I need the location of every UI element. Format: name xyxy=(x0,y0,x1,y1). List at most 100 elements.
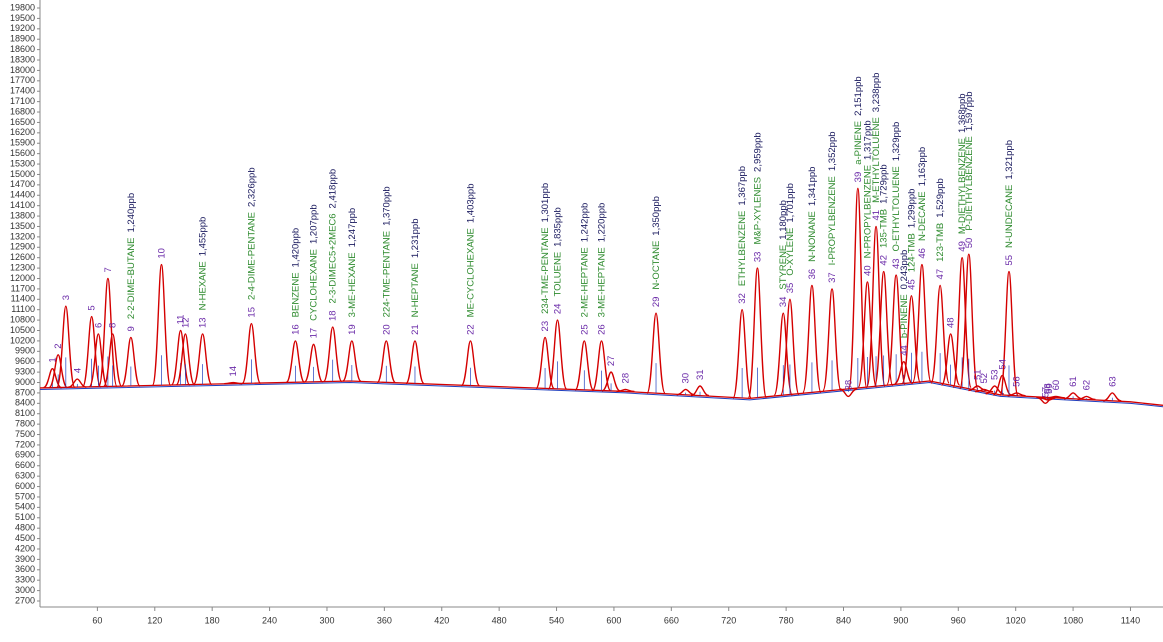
compound-amount: 1,242ppb xyxy=(579,203,590,243)
y-tick-label: 15300 xyxy=(10,158,35,168)
y-tick-label: 17100 xyxy=(10,96,35,106)
peak-number: 39 xyxy=(852,172,863,183)
peak xyxy=(591,340,612,392)
peak-number: 38 xyxy=(843,380,854,391)
peak-number: 55 xyxy=(1004,255,1015,266)
peak-number: 48 xyxy=(945,317,956,328)
x-tick-label: 1080 xyxy=(1063,615,1083,625)
peak xyxy=(56,305,76,389)
y-tick-label: 13500 xyxy=(10,221,35,231)
peak xyxy=(857,281,878,388)
peak-number: 16 xyxy=(290,324,301,335)
peak xyxy=(873,270,894,387)
y-tick-label: 13200 xyxy=(10,231,35,241)
compound-name: O-XYLENE xyxy=(784,228,795,276)
peak-label: 49 M-DIETHYLBENZENE 1,368ppb xyxy=(957,93,968,251)
peak-number: 6 xyxy=(93,323,104,328)
y-tick-label: 2700 xyxy=(15,595,35,605)
y-tick-label: 12900 xyxy=(10,242,35,252)
peak-number: 10 xyxy=(156,248,167,259)
peak-label: 11 xyxy=(175,315,186,325)
compound-amount: 1,701ppb xyxy=(784,183,795,223)
compound-name: CYCLOHEXANE xyxy=(308,249,319,321)
peak-number: 9 xyxy=(125,326,136,331)
peak-number: 41 xyxy=(871,210,882,221)
compound-amount: 1,240ppb xyxy=(125,193,136,233)
peak xyxy=(601,371,621,392)
peak-number: 52 xyxy=(979,373,990,384)
peak-label: 35 O-XYLENE 1,701ppb xyxy=(784,183,795,293)
y-tick-label: 9900 xyxy=(15,346,35,356)
peak-number: 20 xyxy=(381,324,392,335)
compound-name: O-ETHYLTOLUENE xyxy=(891,166,902,251)
x-tick-label: 540 xyxy=(549,615,564,625)
compound-name: 2-4-DIME-PENTANE xyxy=(246,212,257,300)
peak-label: 3 xyxy=(60,295,71,300)
compound-name: 3-ME-HEPTANE xyxy=(596,247,607,317)
compound-amount: 2,418ppb xyxy=(327,169,338,209)
y-tick-label: 8700 xyxy=(15,387,35,397)
y-tick-label: 9300 xyxy=(15,366,35,376)
y-tick-label: 4500 xyxy=(15,533,35,543)
peak xyxy=(192,333,213,386)
peak-label: 39 a-PINENE 2,151ppb xyxy=(852,76,863,182)
x-tick-label: 900 xyxy=(893,615,908,625)
peak xyxy=(175,333,196,386)
compound-amount: 1,352ppb xyxy=(827,131,838,171)
compound-name: I-PROPYLBENZENE xyxy=(827,176,838,265)
x-tick-label: 360 xyxy=(377,615,392,625)
peak-number: 8 xyxy=(107,323,118,328)
peak xyxy=(303,343,324,383)
peak xyxy=(88,333,109,388)
y-tick-label: 3900 xyxy=(15,554,35,564)
y-tick-label: 7200 xyxy=(15,439,35,449)
peak-label: 28 xyxy=(620,373,631,384)
compound-name: BENZENE xyxy=(290,272,301,317)
peak-number: 59 xyxy=(1044,383,1055,394)
peak xyxy=(48,354,68,389)
peak-number: 33 xyxy=(752,252,763,263)
y-tick-label: 5100 xyxy=(15,512,35,522)
peak-number: 27 xyxy=(606,356,617,367)
peak-number: 25 xyxy=(579,324,590,335)
compound-amount: 1,367ppb xyxy=(737,166,748,206)
peak-label: 45 124-TMB 1,299ppb xyxy=(906,189,917,290)
y-tick-label: 19800 xyxy=(10,2,35,12)
peak xyxy=(151,263,172,386)
compound-amount: 1,247ppb xyxy=(346,208,357,248)
y-tick-label: 10500 xyxy=(10,325,35,335)
compound-name: 3-ME-HEXANE xyxy=(346,252,357,317)
compound-name: N-OCTANE xyxy=(651,241,662,290)
peak-label: 40 N-PROPYLBENZENE 1,317ppb xyxy=(862,120,873,276)
compound-amount: 1,368ppb xyxy=(957,93,968,133)
compound-name: M&P-XYLENES xyxy=(752,177,763,245)
peak-label: 29 N-OCTANE 1,350ppb xyxy=(651,196,662,307)
x-tick-label: 60 xyxy=(92,615,102,625)
trace-floor xyxy=(39,380,1163,406)
peak xyxy=(1046,395,1065,399)
compound-name: N-NONANE xyxy=(806,211,817,262)
compound-name: ME-CYCLOHEXANE xyxy=(465,228,476,317)
peak xyxy=(930,284,950,384)
peak-label: 37 I-PROPYLBENZENE 1,352ppb xyxy=(827,131,838,282)
y-tick-label: 6000 xyxy=(15,481,35,491)
peak xyxy=(773,312,793,396)
compound-amount: 1,597ppb xyxy=(963,92,974,132)
peak xyxy=(285,340,306,383)
y-tick-label: 16200 xyxy=(10,127,35,137)
compound-name: 123-TMB xyxy=(935,223,946,262)
y-tick-label: 15600 xyxy=(10,148,35,158)
peak-number: 28 xyxy=(620,373,631,384)
compound-name: N-PROPYLBENZENE xyxy=(862,165,873,258)
peak xyxy=(866,225,886,387)
peak-label: 60 xyxy=(1050,380,1061,391)
peak xyxy=(103,333,123,388)
y-tick-label: 17700 xyxy=(10,75,35,85)
peak xyxy=(732,309,752,399)
compound-name: 124-TMB xyxy=(906,233,917,272)
peak xyxy=(912,263,932,383)
peak-number: 3 xyxy=(60,295,71,300)
peak xyxy=(574,340,594,391)
compound-amount: 1,350ppb xyxy=(651,196,662,236)
